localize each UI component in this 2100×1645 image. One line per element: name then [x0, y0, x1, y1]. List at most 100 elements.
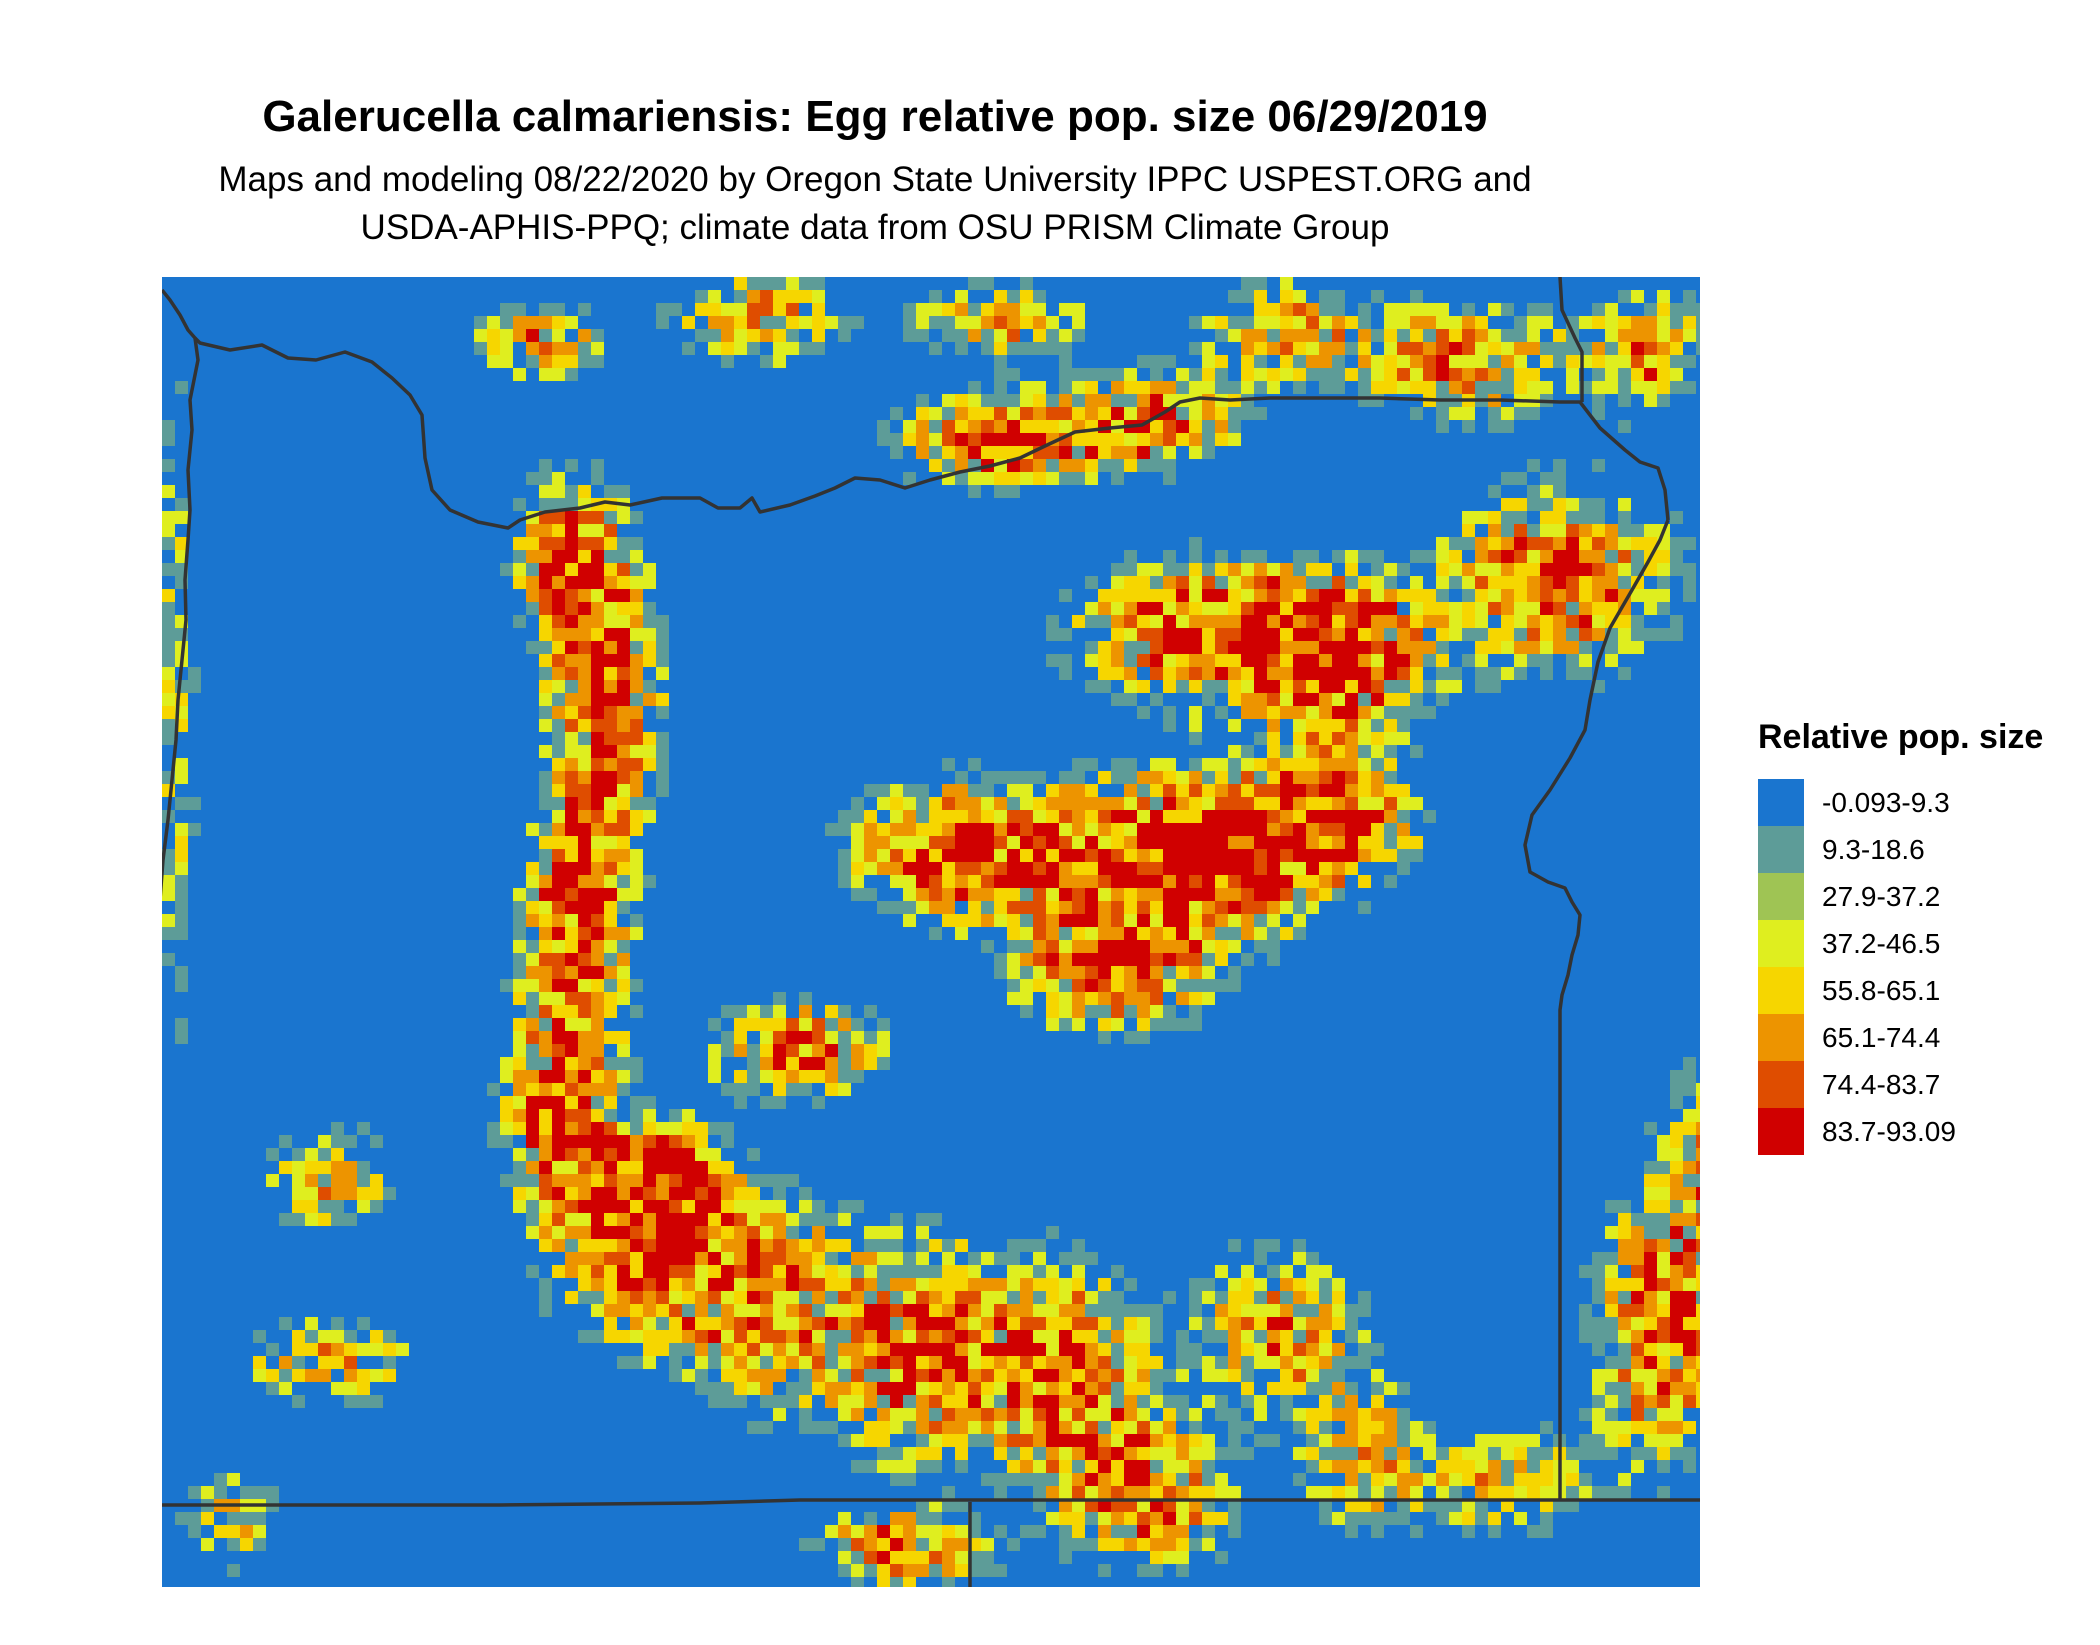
raster-cell — [1007, 1434, 1020, 1447]
raster-cell — [539, 641, 552, 654]
raster-cell — [929, 1239, 942, 1252]
raster-cell — [1046, 1512, 1059, 1525]
raster-cell — [630, 914, 643, 927]
raster-cell — [1332, 680, 1345, 693]
raster-cell — [1046, 1473, 1059, 1486]
raster-cell — [825, 1265, 838, 1278]
raster-cell — [1098, 433, 1111, 446]
raster-cell — [604, 745, 617, 758]
raster-cell — [1306, 1278, 1319, 1291]
raster-cell — [1592, 628, 1605, 641]
raster-cell — [552, 966, 565, 979]
raster-cell — [1163, 1408, 1176, 1421]
raster-cell — [162, 485, 175, 498]
raster-cell — [890, 1577, 903, 1587]
raster-cell — [1683, 355, 1696, 368]
raster-cell — [1046, 940, 1059, 953]
raster-cell — [1124, 1330, 1137, 1343]
raster-cell — [1241, 680, 1254, 693]
raster-cell — [1657, 1187, 1670, 1200]
raster-cell — [1072, 1252, 1085, 1265]
raster-cell — [1488, 407, 1501, 420]
raster-cell — [552, 745, 565, 758]
raster-cell — [1644, 1447, 1657, 1460]
raster-cell — [864, 1226, 877, 1239]
raster-cell — [890, 1265, 903, 1278]
raster-cell — [162, 433, 175, 446]
raster-cell — [162, 420, 175, 433]
raster-cell — [565, 537, 578, 550]
raster-cell — [682, 1291, 695, 1304]
raster-cell — [1150, 1538, 1163, 1551]
raster-cell — [1657, 1135, 1670, 1148]
raster-cell — [1618, 1239, 1631, 1252]
raster-cell — [552, 628, 565, 641]
raster-cell — [1176, 810, 1189, 823]
raster-cell — [1150, 589, 1163, 602]
raster-cell — [1228, 836, 1241, 849]
raster-cell — [981, 1408, 994, 1421]
raster-cell — [1397, 823, 1410, 836]
raster-cell — [916, 394, 929, 407]
raster-cell — [955, 1330, 968, 1343]
raster-cell — [903, 1551, 916, 1564]
raster-cell — [1189, 1512, 1202, 1525]
raster-cell — [799, 1408, 812, 1421]
raster-cell — [1228, 1434, 1241, 1447]
raster-cell — [1098, 992, 1111, 1005]
raster-cell — [669, 1174, 682, 1187]
raster-cell — [565, 1252, 578, 1265]
raster-cell — [1345, 589, 1358, 602]
raster-cell — [630, 927, 643, 940]
raster-cell — [903, 1252, 916, 1265]
raster-cell — [1137, 927, 1150, 940]
raster-cell — [1072, 1265, 1085, 1278]
raster-cell — [799, 1187, 812, 1200]
raster-cell — [1371, 667, 1384, 680]
raster-cell — [942, 1525, 955, 1538]
raster-cell — [565, 1148, 578, 1161]
raster-cell — [1566, 628, 1579, 641]
raster-cell — [1033, 303, 1046, 316]
raster-cell — [1371, 693, 1384, 706]
raster-cell — [786, 303, 799, 316]
raster-cell — [1189, 433, 1202, 446]
raster-cell — [1189, 992, 1202, 1005]
raster-cell — [903, 316, 916, 329]
raster-cell — [1254, 576, 1267, 589]
raster-cell — [786, 1239, 799, 1252]
raster-cell — [1384, 1447, 1397, 1460]
raster-cell — [1384, 576, 1397, 589]
raster-cell — [1371, 563, 1384, 576]
raster-cell — [617, 1330, 630, 1343]
raster-cell — [1605, 342, 1618, 355]
legend-label: 65.1-74.4 — [1822, 1021, 1941, 1053]
raster-cell — [1124, 836, 1137, 849]
raster-cell — [669, 1278, 682, 1291]
raster-cell — [1683, 1395, 1696, 1408]
raster-cell — [812, 277, 825, 290]
raster-cell — [1072, 381, 1085, 394]
raster-cell — [1514, 602, 1527, 615]
raster-cell — [942, 862, 955, 875]
raster-cell — [1189, 940, 1202, 953]
raster-cell — [1111, 368, 1124, 381]
raster-cell — [1202, 1460, 1215, 1473]
raster-cell — [1605, 1382, 1618, 1395]
raster-cell — [604, 511, 617, 524]
raster-cell — [916, 1499, 929, 1512]
raster-cell — [1306, 836, 1319, 849]
raster-cell — [1384, 836, 1397, 849]
raster-cell — [1202, 1395, 1215, 1408]
raster-cell — [1319, 329, 1332, 342]
raster-cell — [1241, 875, 1254, 888]
raster-cell — [1670, 1083, 1683, 1096]
raster-cell — [1696, 1369, 1700, 1382]
raster-cell — [1033, 849, 1046, 862]
raster-cell — [1072, 316, 1085, 329]
raster-cell — [1137, 680, 1150, 693]
raster-cell — [825, 316, 838, 329]
raster-cell — [1267, 589, 1280, 602]
raster-cell — [1436, 1486, 1449, 1499]
raster-cell — [1605, 550, 1618, 563]
